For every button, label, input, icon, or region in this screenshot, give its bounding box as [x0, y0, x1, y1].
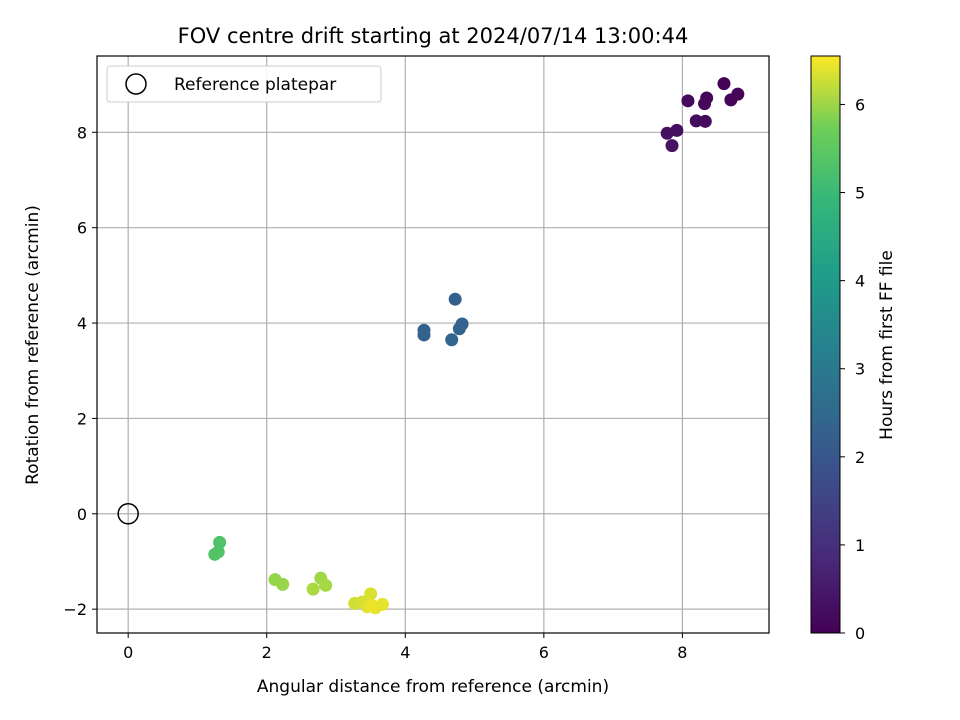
data-point	[724, 93, 738, 107]
colorbar-tick-label: 3	[855, 360, 865, 379]
y-axis-ticks: −2 0 2 4 6 8	[63, 123, 97, 619]
data-point	[448, 292, 462, 306]
y-tick-label: −2	[63, 600, 87, 619]
data-point	[717, 77, 731, 91]
y-tick-label: 6	[77, 219, 87, 238]
reference-marker	[117, 503, 139, 525]
data-point	[208, 547, 222, 561]
y-tick-label: 0	[77, 505, 87, 524]
colorbar-tick-label: 2	[855, 448, 865, 467]
colorbar-tick-label: 6	[855, 95, 865, 114]
data-point	[452, 322, 466, 336]
data-point	[364, 587, 378, 601]
data-point	[660, 126, 674, 140]
colorbar-tick-label: 4	[855, 272, 865, 291]
chart-title: FOV centre drift starting at 2024/07/14 …	[178, 24, 689, 48]
x-tick-label: 4	[400, 643, 410, 662]
colorbar-tick-label: 5	[855, 184, 865, 203]
y-tick-label: 4	[77, 314, 87, 333]
x-tick-label: 8	[677, 643, 687, 662]
legend-box	[106, 65, 382, 103]
x-tick-label: 2	[262, 643, 272, 662]
data-point	[681, 94, 695, 108]
x-axis-label: Angular distance from reference (arcmin)	[257, 677, 609, 697]
colorbar-tick-label: 1	[855, 536, 865, 555]
legend-entry-label: Reference platepar	[174, 75, 336, 95]
data-point	[417, 328, 431, 342]
legend: Reference platepar	[106, 65, 382, 103]
data-point	[276, 577, 290, 591]
data-point	[319, 578, 333, 592]
x-axis-ticks: 0 2 4 6 8	[123, 633, 687, 662]
grid-lines	[97, 56, 769, 633]
data-point	[213, 535, 227, 549]
colorbar-tick-label: 0	[855, 624, 865, 643]
legend-marker-icon	[125, 73, 147, 95]
x-tick-label: 0	[123, 643, 133, 662]
data-point	[665, 139, 679, 153]
y-axis-label: Rotation from reference (arcmin)	[23, 205, 43, 485]
data-point	[445, 333, 459, 347]
data-point	[365, 598, 379, 612]
y-tick-label: 2	[77, 409, 87, 428]
colorbar-label: Hours from first FF file	[877, 250, 897, 440]
data-point	[306, 582, 320, 596]
colorbar	[810, 55, 841, 634]
data-points	[208, 77, 745, 615]
y-tick-label: 8	[77, 123, 87, 142]
data-point	[375, 597, 389, 611]
x-tick-label: 6	[539, 643, 549, 662]
plot-frame	[96, 55, 770, 634]
colorbar-ticks: 0 1 2 3 4 5 6	[840, 95, 865, 643]
data-point	[698, 114, 712, 128]
data-point	[698, 97, 712, 111]
